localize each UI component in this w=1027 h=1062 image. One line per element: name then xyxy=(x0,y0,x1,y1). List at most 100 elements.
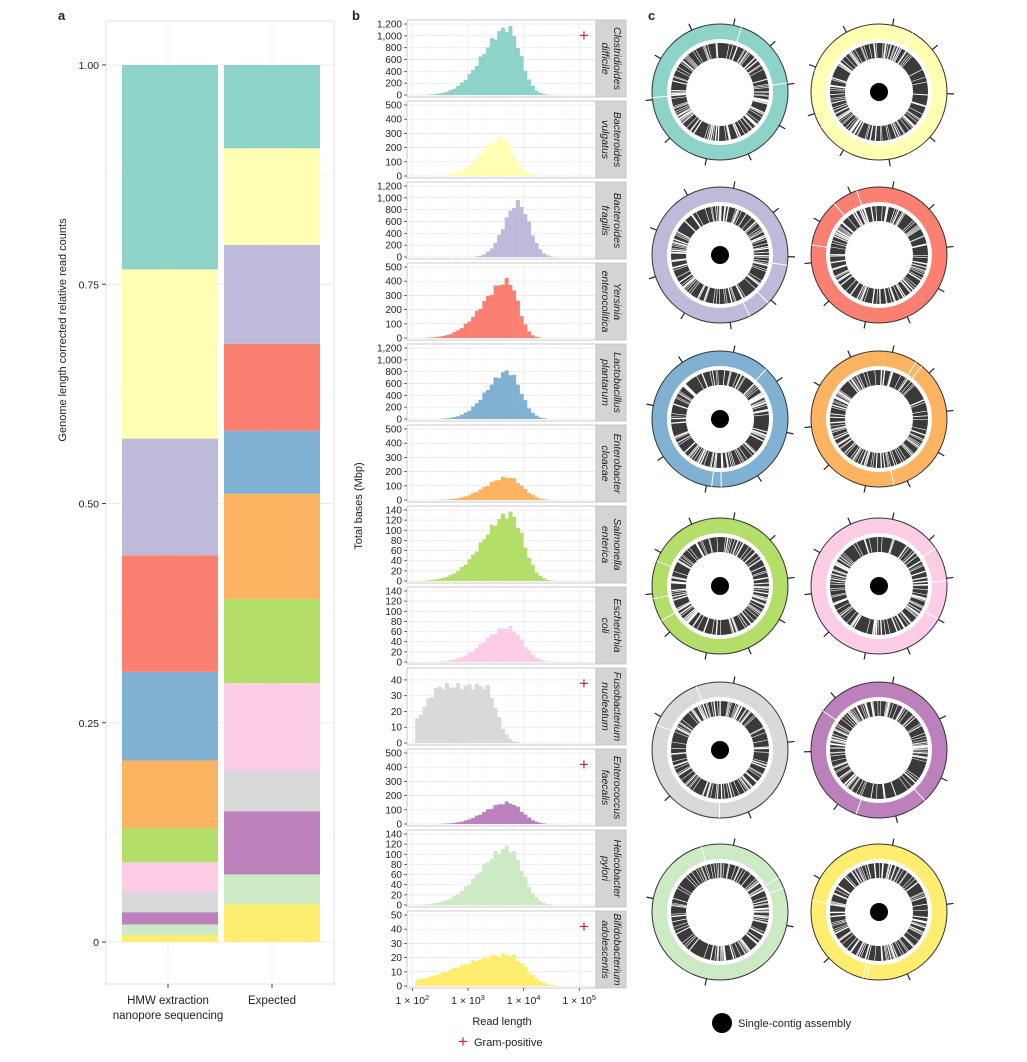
outer-tick xyxy=(777,378,783,382)
outer-tick xyxy=(896,816,898,823)
histogram-bar xyxy=(538,249,542,257)
genome-circle-escherichia xyxy=(804,512,953,659)
facet-label-line-2: nucleatum xyxy=(599,682,611,731)
histogram-bar xyxy=(452,499,456,500)
histogram-bar xyxy=(505,370,509,419)
y-tick-label: 1,000 xyxy=(377,31,402,42)
outer-tick xyxy=(788,83,795,84)
panel-label-c: c xyxy=(648,8,655,23)
histogram-bar xyxy=(546,580,550,581)
histogram-bar xyxy=(512,208,516,257)
histogram-bar xyxy=(467,164,471,176)
genome-circle-clostridioides xyxy=(645,18,794,165)
histogram-bar xyxy=(460,657,464,662)
histogram-bar xyxy=(531,335,535,338)
y-tick-label: 120 xyxy=(385,597,402,608)
histogram-bar xyxy=(505,735,509,743)
histogram-bar xyxy=(482,812,486,824)
histogram-bar xyxy=(467,684,471,743)
ring-center xyxy=(686,58,754,126)
facet-label-line-1: Yersinia xyxy=(611,283,623,321)
histogram-bar xyxy=(520,871,524,905)
histogram-bar xyxy=(452,89,456,95)
histogram-bar xyxy=(438,93,442,95)
outer-tick xyxy=(649,277,656,279)
histogram-bar xyxy=(535,572,539,581)
bar-segment-salmonella xyxy=(122,828,218,862)
histogram-bar xyxy=(445,577,449,581)
histogram-bar xyxy=(445,335,449,338)
histogram-bar xyxy=(508,852,512,905)
histogram-bar xyxy=(449,688,453,743)
genome-circle-yersinia xyxy=(804,181,953,328)
histogram-bar xyxy=(553,985,557,986)
outer-tick xyxy=(665,138,670,143)
y-tick-label: 100 xyxy=(385,805,402,816)
y-tick-label: 0 xyxy=(93,937,99,949)
histogram-bar xyxy=(542,499,546,500)
histogram-bar xyxy=(426,580,430,581)
histogram-bar xyxy=(493,243,497,257)
genome-circle-fusobacterium xyxy=(652,676,795,818)
bar-segment-salmonella xyxy=(224,599,320,683)
outer-tick xyxy=(734,345,735,352)
facet-label: Lactobacillusplantarum xyxy=(599,352,623,413)
histogram-bar xyxy=(430,580,434,581)
outer-tick xyxy=(814,875,820,878)
y-tick-label: 100 xyxy=(385,481,402,492)
histogram-bar xyxy=(516,528,520,581)
genome-circle-salmonella xyxy=(645,512,794,659)
histogram-bar xyxy=(531,565,535,581)
y-tick-label: 1,200 xyxy=(377,20,402,31)
histogram-bar xyxy=(531,820,535,824)
histogram-bar xyxy=(497,235,501,257)
y-tick-label: 120 xyxy=(385,516,402,527)
histogram-bar xyxy=(449,660,453,662)
histogram-bar xyxy=(523,400,527,419)
y-tick-label: 40 xyxy=(391,925,403,936)
histogram-bar xyxy=(497,378,501,419)
histogram-bar xyxy=(508,210,512,257)
outer-tick xyxy=(645,100,652,101)
outer-tick xyxy=(645,594,652,595)
outer-tick xyxy=(907,481,910,487)
histogram-bar xyxy=(523,647,527,662)
y-tick-label: 200 xyxy=(385,79,402,90)
histogram-bar xyxy=(419,979,423,986)
histogram-bar xyxy=(516,742,520,743)
histogram-bar xyxy=(423,707,427,743)
facet-label-line-2: adolescentis xyxy=(599,920,611,979)
histogram-bar xyxy=(467,322,471,338)
histogram-bar xyxy=(523,548,527,581)
histogram-bar xyxy=(501,849,505,905)
outer-tick xyxy=(889,159,890,166)
x-tick-label: 1 × 105 xyxy=(562,993,596,1007)
histogram-bar xyxy=(479,400,483,419)
assembly-break-line xyxy=(721,784,722,799)
y-tick-label: 40 xyxy=(391,880,403,891)
outer-tick xyxy=(705,486,706,493)
histogram-bar xyxy=(441,175,445,176)
histogram-bar xyxy=(501,229,505,257)
outer-tick xyxy=(734,676,735,683)
bar-segment-fusobacterium xyxy=(122,892,218,912)
ring-center xyxy=(845,385,913,453)
outer-tick xyxy=(646,897,653,898)
histogram-bar xyxy=(441,336,445,338)
facet-label-line-2: cloacae xyxy=(599,445,611,481)
histogram-bar xyxy=(501,284,505,338)
bar-segment-helicobacter xyxy=(224,874,320,904)
histogram-bar xyxy=(535,658,539,662)
histogram-bar xyxy=(497,957,501,986)
facet-label-line-2: enterica xyxy=(599,526,611,564)
panel-label-b: b xyxy=(352,8,360,23)
y-tick-label: 300 xyxy=(385,453,402,464)
outer-tick xyxy=(848,351,851,357)
histogram-bar xyxy=(490,38,494,95)
gram-positive-marker: + xyxy=(458,1032,468,1051)
outer-tick xyxy=(681,313,685,319)
histogram-bar xyxy=(482,957,486,986)
outer-tick xyxy=(773,208,778,212)
y-tick-label: 50 xyxy=(391,911,403,922)
facet-label-line-1: Salmonella xyxy=(611,519,623,571)
